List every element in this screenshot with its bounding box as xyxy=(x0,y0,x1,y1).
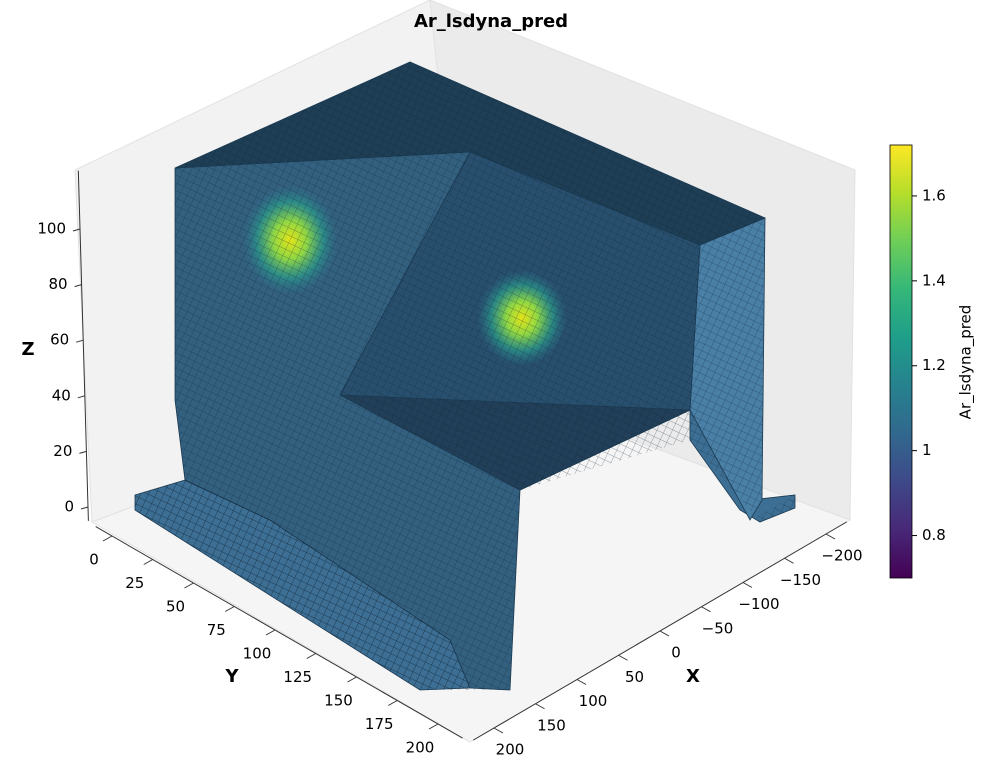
y-tick xyxy=(266,630,275,635)
x-tick-label: 0 xyxy=(671,644,681,662)
z-tick xyxy=(78,396,85,398)
x-tick-label: −50 xyxy=(702,619,734,637)
colorbar-label: Ar_lsdyna_pred xyxy=(957,305,976,420)
z-tick-label: 60 xyxy=(50,331,69,349)
x-tick xyxy=(826,534,835,539)
y-tick-label: 50 xyxy=(166,598,185,616)
x-tick-label: −150 xyxy=(780,571,821,589)
z-tick xyxy=(81,507,88,509)
colorbar xyxy=(890,145,912,578)
z-tick xyxy=(76,340,83,342)
x-tick-label: 100 xyxy=(579,692,608,710)
x-tick xyxy=(577,680,586,685)
y-axis-label: Y xyxy=(224,666,239,687)
y-tick xyxy=(429,724,438,729)
z-tick-label: 0 xyxy=(64,498,74,516)
y-tick xyxy=(185,583,194,588)
z-tick xyxy=(79,451,86,453)
colorbar-tick-label: 1.4 xyxy=(922,271,946,289)
x-tick xyxy=(619,655,628,660)
x-tick xyxy=(660,631,669,636)
y-tick xyxy=(225,607,234,612)
colorbar-tick-label: 1 xyxy=(922,441,932,459)
z-tick-label: 100 xyxy=(37,220,66,238)
y-tick xyxy=(348,677,357,682)
x-tick xyxy=(785,558,794,563)
colorbar-tick-label: 0.8 xyxy=(922,526,946,544)
y-tick xyxy=(144,560,153,565)
z-tick-label: 80 xyxy=(49,275,68,293)
y-tick-label: 25 xyxy=(125,574,144,592)
y-tick xyxy=(103,536,112,541)
x-tick-label: 150 xyxy=(537,716,566,734)
chart-title: Ar_lsdyna_pred xyxy=(414,11,568,32)
y-tick-label: 200 xyxy=(406,739,435,757)
z-tick-label: 40 xyxy=(52,386,71,404)
y-tick-label: 125 xyxy=(283,668,312,686)
colorbar-tick-label: 1.6 xyxy=(922,186,946,204)
x-tick xyxy=(743,583,752,588)
colorbar-tick-label: 1.2 xyxy=(922,356,946,374)
x-tick xyxy=(702,607,711,612)
z-tick-label: 20 xyxy=(53,442,72,460)
y-tick-label: 150 xyxy=(324,692,353,710)
y-tick-label: 0 xyxy=(89,551,99,569)
y-tick-label: 100 xyxy=(243,645,272,663)
x-tick-label: −100 xyxy=(738,595,779,613)
x-tick xyxy=(494,728,503,733)
y-tick xyxy=(388,701,397,706)
x-tick-label: 200 xyxy=(496,741,525,759)
z-axis-label: Z xyxy=(21,339,34,360)
page: Ar_lsdyna_pred Z Y X Ar_lsdyna_pred 0 20 4… xyxy=(0,0,982,766)
y-tick-label: 75 xyxy=(207,621,226,639)
x-tick xyxy=(536,704,545,709)
x-tick-label: 50 xyxy=(625,668,644,686)
x-tick-label: −200 xyxy=(821,547,862,565)
x-axis-label: X xyxy=(686,666,700,687)
y-tick-label: 175 xyxy=(365,715,394,733)
chart: Ar_lsdyna_pred Z Y X Ar_lsdyna_pred 0 20 4… xyxy=(0,0,982,766)
y-tick xyxy=(307,654,316,659)
